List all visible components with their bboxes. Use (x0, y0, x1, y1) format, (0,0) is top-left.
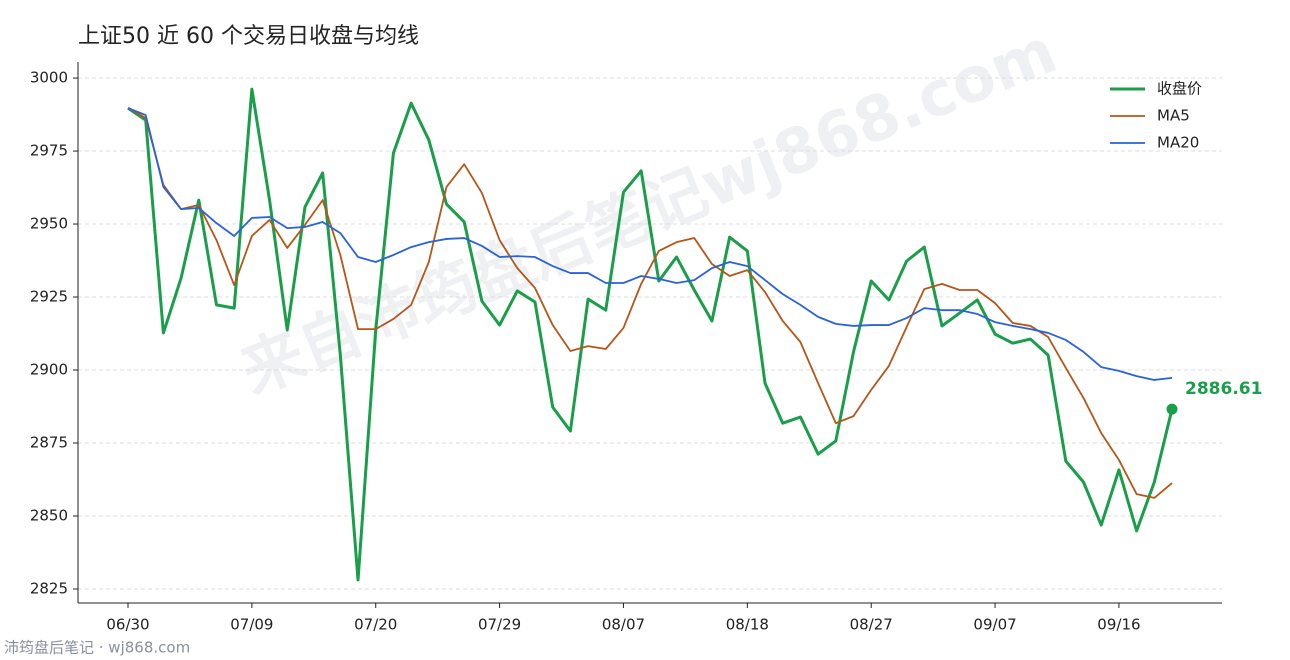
footer: 沛筠盘后笔记 · wj868.com (4, 639, 190, 657)
line-series (127, 107, 1173, 381)
y-tick-label: 3000 (30, 69, 68, 87)
x-tick-label: 08/07 (602, 616, 645, 634)
last-point (1166, 403, 1178, 415)
legend-label: MA5 (1157, 107, 1190, 125)
x-tick-label: 07/20 (354, 616, 397, 634)
x-tick-label: 06/30 (106, 616, 149, 634)
last-value-label: 2886.61 (1185, 379, 1262, 399)
y-tick-label: 2900 (30, 361, 68, 379)
y-tick-label: 2850 (30, 506, 68, 524)
line-series (127, 107, 1173, 499)
x-tick-label: 09/16 (1097, 616, 1140, 634)
legend-label: MA20 (1157, 134, 1199, 152)
y-tick-label: 2950 (30, 215, 68, 233)
y-tick-label: 2875 (30, 434, 68, 452)
y-tick-label: 2825 (30, 579, 68, 597)
x-tick-label: 09/07 (973, 616, 1016, 634)
x-tick-label: 08/27 (850, 616, 893, 634)
y-tick-label: 2925 (30, 288, 68, 306)
x-tick-label: 07/29 (478, 616, 521, 634)
chart-title: 上证50 近 60 个交易日收盘与均线 (78, 24, 419, 49)
x-tick-label: 08/18 (726, 616, 769, 634)
x-tick-label: 07/09 (230, 616, 273, 634)
legend-label: 收盘价 (1157, 80, 1202, 98)
y-tick-label: 2975 (30, 142, 68, 160)
